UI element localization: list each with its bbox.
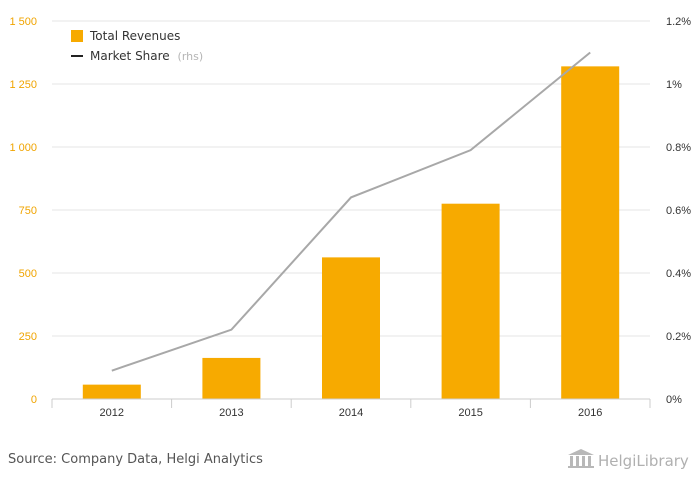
market-share-line <box>111 51 591 372</box>
revenue-bar <box>441 203 500 399</box>
right-tick-label: 1.2% <box>666 16 691 28</box>
right-tick-label: 0.4% <box>666 268 691 280</box>
x-tick-label: 2012 <box>100 407 124 419</box>
left-tick-label: 750 <box>19 205 37 217</box>
legend-label-market-share-text: Market Share <box>90 49 170 63</box>
legend: Total Revenues Market Share (rhs) <box>71 29 203 63</box>
legend-label-market-share: Market Share (rhs) <box>90 49 203 63</box>
x-tick-label: 2016 <box>578 407 602 419</box>
revenue-bars <box>82 66 620 400</box>
left-tick-label: 500 <box>19 268 37 280</box>
library-building-icon <box>568 449 594 468</box>
revenue-bar <box>561 66 620 400</box>
x-axis: 2012 2013 2014 2015 2016 <box>51 398 651 419</box>
left-tick-label: 1 000 <box>9 142 37 154</box>
left-tick-label: 250 <box>19 331 37 343</box>
right-tick-label: 0.2% <box>666 331 691 343</box>
brand-name: HelgiLibrary <box>598 452 689 470</box>
left-tick-label: 1 250 <box>9 79 37 91</box>
legend-label-market-share-suffix: (rhs) <box>178 50 204 63</box>
right-tick-label: 1% <box>666 79 682 91</box>
x-tick-label: 2014 <box>339 407 363 419</box>
left-tick-label: 0 <box>31 394 37 406</box>
revenue-bar <box>202 357 261 399</box>
revenue-bar <box>82 384 141 399</box>
right-tick-label: 0.6% <box>666 205 691 217</box>
left-axis-ticks: 0 250 500 750 1 000 1 250 1 500 <box>9 16 37 406</box>
legend-label-total-revenues: Total Revenues <box>89 29 180 43</box>
left-tick-label: 1 500 <box>9 16 37 28</box>
revenue-bar <box>322 257 380 399</box>
right-tick-label: 0.8% <box>666 142 691 154</box>
helgi-library-logo: HelgiLibrary <box>568 449 689 470</box>
right-axis-ticks: 0% 0.2% 0.4% 0.6% 0.8% 1% 1.2% <box>666 16 691 406</box>
legend-swatch-total-revenues <box>71 30 83 42</box>
x-tick-label: 2013 <box>219 407 243 419</box>
x-tick-label: 2015 <box>458 407 482 419</box>
grid-lines <box>52 20 650 337</box>
source-note: Source: Company Data, Helgi Analytics <box>8 452 263 467</box>
right-tick-label: 0% <box>666 394 682 406</box>
